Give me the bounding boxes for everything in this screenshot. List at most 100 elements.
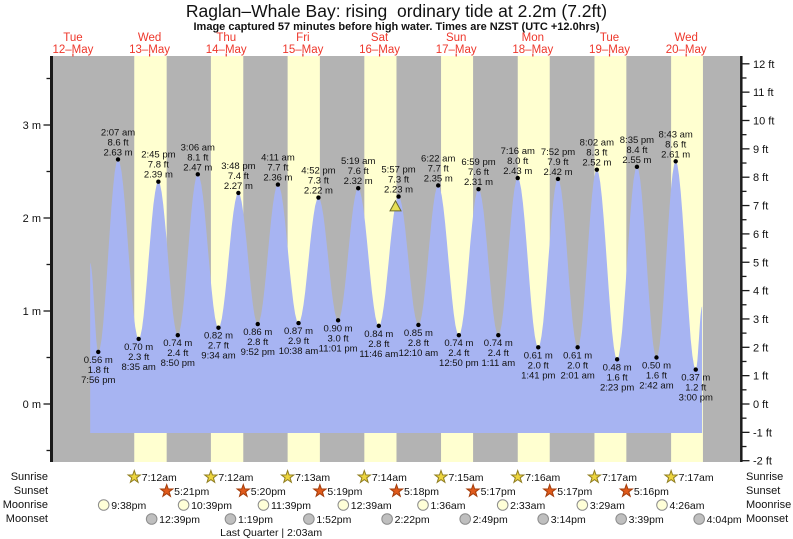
day-label-weekday: Sun	[446, 32, 466, 44]
y-axis-right-tick-label: 7 ft	[753, 201, 768, 213]
y-axis-right-tick-label: 5 ft	[753, 257, 768, 269]
moonrise-moon-icon	[257, 499, 270, 511]
high-tide-annotation-line: 2.23 m	[384, 185, 413, 196]
day-label-weekday: Tue	[63, 32, 82, 44]
low-tide-point-dot	[376, 323, 382, 329]
high-tide-point-dot	[236, 190, 241, 196]
high-tide-annotation-line: 5:57 pm	[381, 165, 415, 176]
day-label-weekday: Tue	[600, 32, 619, 44]
row-label-sunrise-left: Sunrise	[10, 471, 48, 483]
high-tide-annotation-line: 2.39 m	[144, 170, 173, 181]
high-tide-point-dot	[396, 194, 401, 199]
low-tide-annotation-line: 2:42 am	[639, 381, 673, 392]
high-tide-annotation-line: 8.0 ft	[507, 156, 528, 167]
high-tide-annotation-line: 8:02 am	[580, 138, 614, 149]
low-tide-point-dot	[456, 332, 462, 338]
high-tide-annotation-line: 7.7 ft	[428, 163, 449, 174]
moonset-moon-icon	[615, 513, 627, 525]
moonrise-time: 4:26am	[670, 500, 705, 512]
y-axis-right-tick-label: 9 ft	[753, 144, 768, 156]
low-tide-annotation-line: 2.0 ft	[528, 360, 549, 371]
high-tide-annotation-line: 2.42 m	[543, 167, 572, 178]
y-axis-right-tick-label: 11 ft	[753, 87, 774, 99]
high-tide-annotation-line: 2:07 am	[101, 127, 135, 138]
high-tide-annotation-line: 6:59 pm	[461, 157, 495, 168]
moonset-moon-icon	[693, 513, 705, 525]
y-axis-right-tick-label: -2 ft	[753, 456, 772, 468]
low-tide-point-dot	[575, 345, 580, 350]
low-tide-annotation-line: 11:01 pm	[319, 343, 358, 354]
high-tide-annotation-line: 7.3 ft	[308, 176, 329, 187]
moonrise-moon-icon	[97, 499, 110, 511]
y-axis-right-tick-label: 8 ft	[753, 172, 768, 184]
day-label-weekday: Mon	[522, 32, 544, 44]
sunrise-star-icon	[663, 468, 679, 484]
day-label-weekday: Wed	[138, 32, 161, 44]
low-tide-annotation-line: 0.82 m	[204, 331, 233, 342]
sunset-star-icon	[542, 482, 558, 498]
moonrise-moon-icon	[417, 499, 429, 511]
sunset-time: 5:17pm	[557, 486, 592, 498]
low-tide-annotation-line: 9:34 am	[201, 351, 235, 362]
y-axis-right-tick-label: 12 ft	[753, 59, 774, 71]
low-tide-point-dot	[96, 349, 101, 355]
high-tide-annotation-line: 2.35 m	[424, 173, 453, 184]
low-tide-annotation-line: 8:35 am	[122, 362, 156, 373]
high-tide-annotation-line: 4:11 am	[261, 153, 295, 164]
high-tide-point-dot	[436, 183, 441, 188]
high-tide-annotation-line: 2.61 m	[661, 149, 690, 160]
high-tide-annotation-line: 5:19 am	[341, 156, 375, 167]
moonrise-time: 1:36am	[430, 500, 465, 512]
sunrise-star-icon	[356, 468, 372, 484]
high-tide-annotation-line: 7.7 ft	[267, 163, 288, 174]
high-tide-annotation-line: 2:45 pm	[141, 150, 175, 161]
high-tide-annotation-line: 2.47 m	[183, 162, 212, 173]
sunrise-star-icon	[586, 468, 603, 484]
moonset-time: 2:22pm	[395, 514, 430, 526]
high-tide-annotation-line: 2.63 m	[103, 147, 132, 158]
sunset-star-icon	[618, 482, 634, 498]
low-tide-point-dot	[335, 318, 341, 323]
y-axis-right-tick-label: 0 ft	[753, 399, 768, 411]
moonrise-moon-icon	[496, 499, 509, 511]
low-tide-annotation-line: 9:52 pm	[241, 347, 275, 358]
row-label-sunrise-right: Sunrise	[746, 471, 784, 483]
high-tide-annotation-line: 2.22 m	[304, 186, 333, 197]
moonset-moon-icon	[459, 513, 472, 525]
sunrise-time: 7:13am	[295, 472, 330, 484]
y-axis-right-tick-label: 3 ft	[753, 314, 768, 326]
day-label-date: 18–May	[512, 44, 553, 56]
moonset-time: 3:39pm	[629, 514, 664, 526]
low-tide-annotation-line: 1:11 am	[482, 358, 516, 369]
high-tide-point-dot	[476, 186, 481, 192]
sunrise-time: 7:12am	[218, 472, 253, 484]
low-tide-point-dot	[536, 345, 541, 350]
low-tide-annotation-line: 2.9 ft	[288, 336, 309, 347]
low-tide-point-dot	[614, 357, 620, 362]
moonrise-moon-icon	[337, 499, 350, 511]
low-tide-annotation-line: 1.2 ft	[685, 383, 706, 394]
row-label-moonrise-left: Moonrise	[2, 499, 48, 511]
sunset-time: 5:18pm	[404, 486, 439, 498]
moonset-time: 1:19pm	[238, 514, 273, 526]
sunset-star-icon	[312, 482, 328, 498]
day-label-weekday: Wed	[674, 32, 697, 44]
moonset-moon-icon	[303, 513, 315, 525]
high-tide-annotation-line: 2.31 m	[464, 177, 493, 188]
high-tide-point-dot	[275, 182, 281, 187]
sunrise-star-icon	[126, 468, 142, 484]
low-tide-annotation-line: 0.87 m	[284, 326, 313, 337]
low-tide-annotation-line: 0.48 m	[603, 362, 632, 373]
day-label-date: 15–May	[282, 44, 323, 56]
low-tide-annotation-line: 2:23 pm	[600, 382, 634, 393]
moonrise-moon-icon	[576, 499, 589, 511]
moonrise-time: 2:33am	[510, 500, 545, 512]
day-label-date: 20–May	[666, 44, 707, 56]
high-tide-point-dot	[673, 159, 678, 164]
moonset-moon-icon	[224, 513, 237, 525]
low-tide-annotation-line: 2.3 ft	[128, 352, 149, 363]
y-axis-left-tick-label: 0 m	[23, 399, 41, 411]
row-label-sunset-right: Sunset	[746, 485, 781, 497]
sunrise-star-icon	[203, 468, 219, 484]
low-tide-point-dot	[654, 355, 659, 360]
